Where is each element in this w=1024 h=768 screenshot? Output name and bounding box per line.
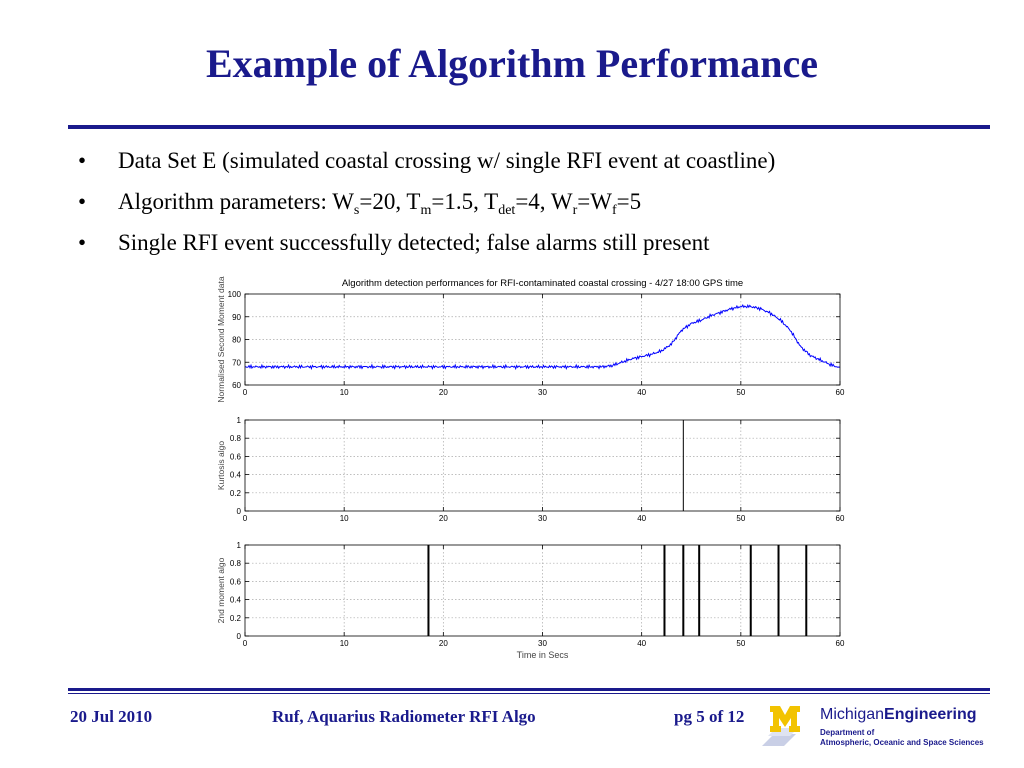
y-tick-label: 1 xyxy=(237,416,242,425)
bullet-text: Single RFI event successfully detected; … xyxy=(118,230,710,255)
footer-divider-thick xyxy=(68,688,990,691)
title-divider xyxy=(68,125,990,129)
brand-dept-line2: Atmospheric, Oceanic and Space Sciences xyxy=(820,738,984,747)
michigan-engineering-brand: MichiganEngineering Department of Atmosp… xyxy=(820,706,984,748)
bullet-text: Algorithm parameters: W xyxy=(118,189,354,214)
bullet-subscript: s xyxy=(353,203,360,218)
footer-page-number: pg 5 of 12 xyxy=(674,707,745,726)
y-tick-label: 0.4 xyxy=(230,596,242,605)
x-axis-label: Time in Secs xyxy=(517,650,569,660)
footer-date: 20 Jul 2010 xyxy=(70,707,153,726)
y-tick-label: 1 xyxy=(237,541,242,550)
x-tick-label: 50 xyxy=(736,388,745,397)
x-tick-label: 10 xyxy=(340,514,349,523)
bullet-item: • Algorithm parameters: Ws=20, Tm=1.5, Td… xyxy=(78,184,775,225)
y-tick-label: 0.6 xyxy=(230,577,242,586)
slide-title: Example of Algorithm Performance xyxy=(205,41,819,86)
series-line xyxy=(244,303,841,371)
y-tick-label: 0.2 xyxy=(230,489,242,498)
bullet-text: =1.5, T xyxy=(431,189,499,214)
x-tick-label: 0 xyxy=(243,514,248,523)
bullet-subscript: det xyxy=(498,203,516,218)
bullet-text: =5 xyxy=(616,189,642,214)
bullet-list: • Data Set E (simulated coastal crossing … xyxy=(78,143,775,266)
x-tick-label: 40 xyxy=(637,514,646,523)
y-tick-label: 0.2 xyxy=(230,614,242,623)
x-tick-label: 50 xyxy=(736,514,745,523)
y-tick-label: 70 xyxy=(232,358,241,367)
x-tick-label: 40 xyxy=(637,388,646,397)
y-tick-label: 60 xyxy=(232,381,241,390)
bullet-subscript: m xyxy=(420,203,432,218)
x-tick-label: 30 xyxy=(538,514,547,523)
x-tick-label: 0 xyxy=(243,388,248,397)
x-tick-label: 50 xyxy=(736,639,745,648)
y-axis-label: Kurtosis algo xyxy=(216,441,226,490)
bullet-item: • Data Set E (simulated coastal crossing … xyxy=(78,143,775,184)
x-tick-label: 30 xyxy=(538,388,547,397)
x-tick-label: 20 xyxy=(439,388,448,397)
bullet-subscript: f xyxy=(611,203,617,218)
bullet-text: Data Set E (simulated coastal crossing w… xyxy=(118,148,776,173)
bullet-marker: • xyxy=(78,230,87,255)
y-tick-label: 80 xyxy=(232,336,241,345)
bullet-marker: • xyxy=(78,148,87,173)
x-tick-label: 40 xyxy=(637,639,646,648)
bullet-subscript: r xyxy=(572,203,578,218)
y-tick-label: 0 xyxy=(237,632,242,641)
x-tick-label: 60 xyxy=(836,514,845,523)
x-tick-label: 20 xyxy=(439,514,448,523)
chart-panel-3: 0 10 20 30 40 50 60 0 0.2 0.4 0.6 0.8 1 2nd moment al… xyxy=(216,541,845,660)
x-tick-label: 60 xyxy=(836,639,845,648)
y-tick-label: 0.8 xyxy=(230,559,242,568)
bullet-text: =W xyxy=(577,189,612,214)
brand-dept-line1: Department of xyxy=(820,728,875,737)
y-tick-label: 0.4 xyxy=(230,471,242,480)
y-axis-label: Normalised Second Moment data xyxy=(216,276,226,402)
block-m-logo-icon xyxy=(762,706,800,746)
footer-author-title: Ruf, Aquarius Radiometer RFI Algo xyxy=(272,707,536,726)
y-tick-label: 0.6 xyxy=(230,452,242,461)
chart-panel-2: 0 10 20 30 40 50 60 0 0.2 0.4 0.6 0.8 1 Kurtosis algo xyxy=(216,416,845,523)
y-axis-label: 2nd moment algo xyxy=(216,557,226,623)
x-tick-label: 10 xyxy=(340,388,349,397)
x-tick-label: 60 xyxy=(836,388,845,397)
y-tick-label: 0.8 xyxy=(230,434,242,443)
bullet-text: =4, W xyxy=(515,189,573,214)
x-tick-label: 30 xyxy=(538,639,547,648)
y-tick-label: 100 xyxy=(228,290,242,299)
footer-divider-thin xyxy=(68,693,990,694)
y-tick-label: 90 xyxy=(232,313,241,322)
x-tick-label: 10 xyxy=(340,639,349,648)
bullet-item: • Single RFI event successfully detected;… xyxy=(78,225,775,266)
chart-title: Algorithm detection performances for RFI… xyxy=(342,278,743,289)
brand-name: MichiganEngineering xyxy=(820,706,977,723)
y-tick-label: 0 xyxy=(237,507,242,516)
x-tick-label: 20 xyxy=(439,639,448,648)
x-tick-label: 0 xyxy=(243,639,248,648)
bullet-marker: • xyxy=(78,189,87,214)
bullet-text: =20, T xyxy=(359,189,421,214)
